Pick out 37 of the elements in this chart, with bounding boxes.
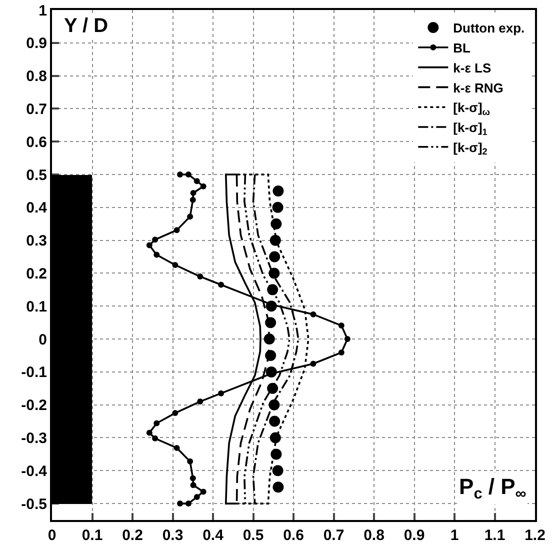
y-axis-title: Y / D	[64, 15, 108, 37]
x-tick-label: 0.8	[364, 527, 384, 544]
x-tick-label: 0.7	[323, 527, 344, 544]
x-tick-label: 0.2	[122, 527, 143, 544]
y-tick-label: 0.5	[26, 166, 47, 184]
x-tick-label: 0.5	[242, 527, 264, 544]
legend-label: BL	[453, 40, 471, 56]
x-tick-label: 1.2	[524, 527, 546, 544]
x-tick-label: 1	[450, 527, 459, 544]
y-tick-label: 0.3	[26, 232, 47, 250]
y-tick-label: -0.4	[21, 462, 48, 480]
y-tick-label: -0.2	[21, 397, 47, 414]
x-tick-label: 0.9	[404, 527, 425, 544]
x-tick-label: 0.3	[162, 527, 184, 544]
y-tick-label: 0.2	[26, 265, 47, 282]
legend-label: [k-σ]$_{1}$	[453, 120, 488, 137]
legend-label: k-ε LS	[453, 60, 492, 76]
y-tick-label: 0.7	[26, 100, 47, 118]
legend-label: [k-σ]$_{2}$	[453, 140, 488, 157]
y-tick-label: 0.9	[26, 35, 47, 52]
y-tick-label: -0.3	[21, 430, 47, 447]
y-tick-label: 0	[38, 331, 47, 348]
y-tick-label: 1	[38, 2, 47, 20]
y-tick-label: 0.6	[26, 134, 47, 151]
y-tick-label: 0.1	[26, 298, 47, 316]
y-tick-label: -0.5	[21, 496, 47, 513]
legend-label: [k-σ]$_{ω}$	[453, 100, 490, 117]
legend-label: k-ε RNG	[453, 80, 504, 96]
x-tick-label: 0.1	[82, 527, 103, 544]
y-tick-label: 0.4	[26, 200, 48, 217]
x-tick-label: 1.1	[484, 527, 506, 544]
y-tick-label: -0.1	[21, 364, 47, 382]
y-tick-label: 0.8	[26, 68, 47, 86]
x-tick-label: 0.4	[202, 527, 224, 544]
legend-label: Dutton exp.	[453, 20, 525, 36]
x-tick-label: 0.6	[283, 527, 304, 544]
x-axis-title: P$_{c}$ / P$_{∞}$	[459, 474, 526, 503]
